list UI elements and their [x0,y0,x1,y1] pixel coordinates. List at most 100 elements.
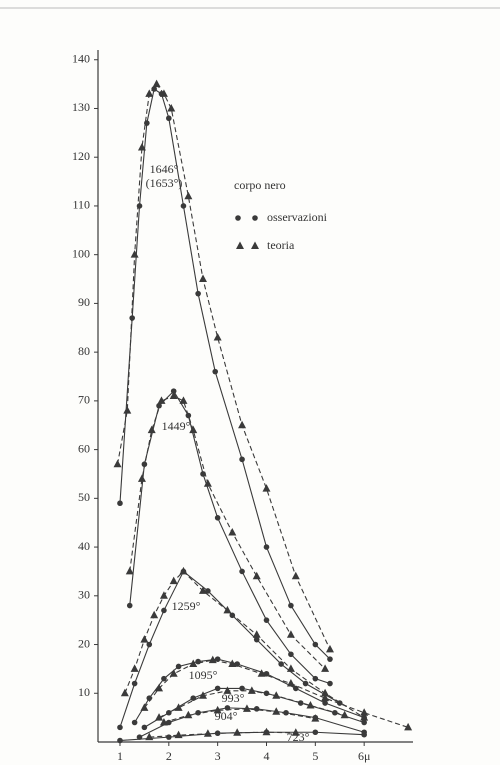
theory-point [340,710,349,719]
observed-point [195,290,201,297]
observed-point [322,700,328,706]
observed-point [312,729,319,736]
y-tick-label: 140 [72,51,90,65]
observed-line [139,707,365,738]
theory-point [321,693,330,702]
observed-point [288,602,294,609]
theory-point [157,396,166,404]
y-tick-label: 80 [78,344,90,358]
y-tick-label: 30 [78,588,90,602]
observed-point [263,670,270,677]
theory-point [262,727,271,736]
theory-point [272,707,281,715]
theory-point [159,89,168,97]
y-tick-label: 20 [78,636,90,650]
observed-point [146,641,153,648]
curve-label: 1095° [189,668,218,682]
observed-point [185,412,192,419]
observed-point [161,607,167,614]
observed-point [263,617,270,623]
observed-point [175,663,182,670]
observed-line [129,390,331,685]
theory-point [150,610,159,619]
theory-point [159,591,168,599]
observed-point [166,115,172,122]
curve-label: (1653°) [146,176,183,190]
observed-point [327,656,333,662]
observed-point [212,368,219,375]
theory-point [169,669,178,677]
theory-point [291,728,300,736]
x-tick-label: 2 [166,749,172,763]
theory-point [203,479,212,487]
theory-point [147,425,156,434]
theory-point [130,250,139,258]
theory-point [238,420,247,429]
legend-title: corpo nero [234,178,286,192]
theory-line [149,731,296,738]
theory-point [247,686,256,694]
observed-point [234,661,240,667]
observed-point [278,661,284,667]
theory-point [137,142,146,151]
legend-label: teoria [267,238,295,252]
theory-point [272,691,281,699]
observed-point [239,685,245,692]
observed-point [126,602,133,609]
observed-point [361,731,367,738]
observed-point [180,203,187,209]
curve-label: 993° [222,691,245,705]
theory-point [223,605,232,614]
theory-point [213,705,222,714]
theory-line [129,395,326,670]
observed-line [119,731,365,742]
theory-point [179,396,188,404]
observed-point [312,675,319,682]
theory-point [252,630,261,638]
legend-marker [235,215,241,221]
x-tick-label: 3 [215,749,221,763]
theory-point [145,89,154,97]
theory-point [228,527,237,536]
theory-point [113,459,122,468]
observed-point [141,724,148,731]
theory-point [321,688,330,697]
theory-point [184,710,193,719]
theory-point [140,703,149,711]
curve-label: 723° [287,730,310,744]
observed-point [283,709,289,716]
theory-point [306,700,315,709]
theory-point [174,730,183,739]
theory-point [169,391,178,399]
y-tick-label: 50 [78,490,90,504]
legend-marker [251,241,259,249]
observed-point [239,568,245,575]
observed-point [117,500,123,507]
observed-point [131,719,138,726]
theory-point [262,484,271,492]
observed-point [205,588,211,594]
y-tick-label: 110 [72,198,90,212]
observed-point [151,86,157,92]
theory-point [321,664,330,672]
theory-point [159,718,168,726]
theory-line [163,708,316,724]
x-tick-label: 5 [312,749,318,763]
theory-point [189,425,198,434]
observed-point [214,685,221,692]
theory-point [167,103,176,112]
observed-point [361,719,367,726]
theory-point [123,406,132,414]
theory-point [199,586,207,594]
observed-point [239,456,245,463]
observed-point [170,388,177,394]
theory-point [184,191,193,200]
theory-point [199,691,207,699]
y-tick-label: 10 [78,685,90,699]
theory-point [145,732,154,741]
observed-point [302,680,309,687]
theory-point [360,708,369,716]
y-tick-label: 130 [72,100,90,114]
observed-point [292,685,299,692]
